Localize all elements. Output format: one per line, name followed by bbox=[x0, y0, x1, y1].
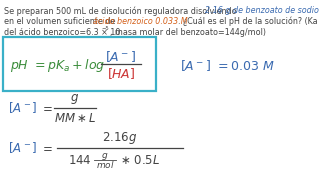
Text: $\ast\ 0.5L$: $\ast\ 0.5L$ bbox=[120, 154, 160, 168]
Text: 2.16 g de benzoato de sodio: 2.16 g de benzoato de sodio bbox=[205, 6, 319, 15]
Text: , masa molar del benzoato=144g/mol): , masa molar del benzoato=144g/mol) bbox=[110, 28, 266, 37]
Text: $MM \ast L$: $MM \ast L$ bbox=[54, 111, 96, 125]
Text: $144$: $144$ bbox=[68, 154, 92, 168]
Text: $g$: $g$ bbox=[70, 92, 79, 106]
Text: $[HA]$: $[HA]$ bbox=[107, 67, 135, 82]
Text: Se preparan 500 mL de disolución reguladora disolviendo: Se preparan 500 mL de disolución regulad… bbox=[4, 6, 239, 15]
Text: $=$: $=$ bbox=[40, 102, 53, 114]
Text: $mol$: $mol$ bbox=[96, 159, 114, 170]
Text: $pH$: $pH$ bbox=[10, 58, 29, 74]
Text: $2.16g$: $2.16g$ bbox=[102, 130, 138, 146]
Text: . ¿Cuál es el pH de la solución? (Ka: . ¿Cuál es el pH de la solución? (Ka bbox=[178, 17, 318, 26]
Text: $[A^-]$: $[A^-]$ bbox=[8, 101, 37, 115]
Text: −5: −5 bbox=[101, 26, 109, 31]
Text: $= pK_a + log$: $= pK_a + log$ bbox=[32, 57, 105, 75]
Text: del ácido benzoico=6.3 × 10: del ácido benzoico=6.3 × 10 bbox=[4, 28, 120, 37]
Text: $[A^-]$: $[A^-]$ bbox=[180, 58, 211, 73]
Text: $g$: $g$ bbox=[101, 150, 109, 161]
Text: $= 0.03\ M$: $= 0.03\ M$ bbox=[215, 60, 275, 73]
Text: en el volumen suficiente de: en el volumen suficiente de bbox=[4, 17, 118, 26]
Text: ácido benzoico 0.033 M: ácido benzoico 0.033 M bbox=[93, 17, 188, 26]
Text: $[A^-]$: $[A^-]$ bbox=[8, 141, 37, 156]
Text: $[A^-]$: $[A^-]$ bbox=[105, 50, 137, 64]
FancyBboxPatch shape bbox=[3, 37, 156, 91]
Text: $=$: $=$ bbox=[40, 141, 53, 154]
